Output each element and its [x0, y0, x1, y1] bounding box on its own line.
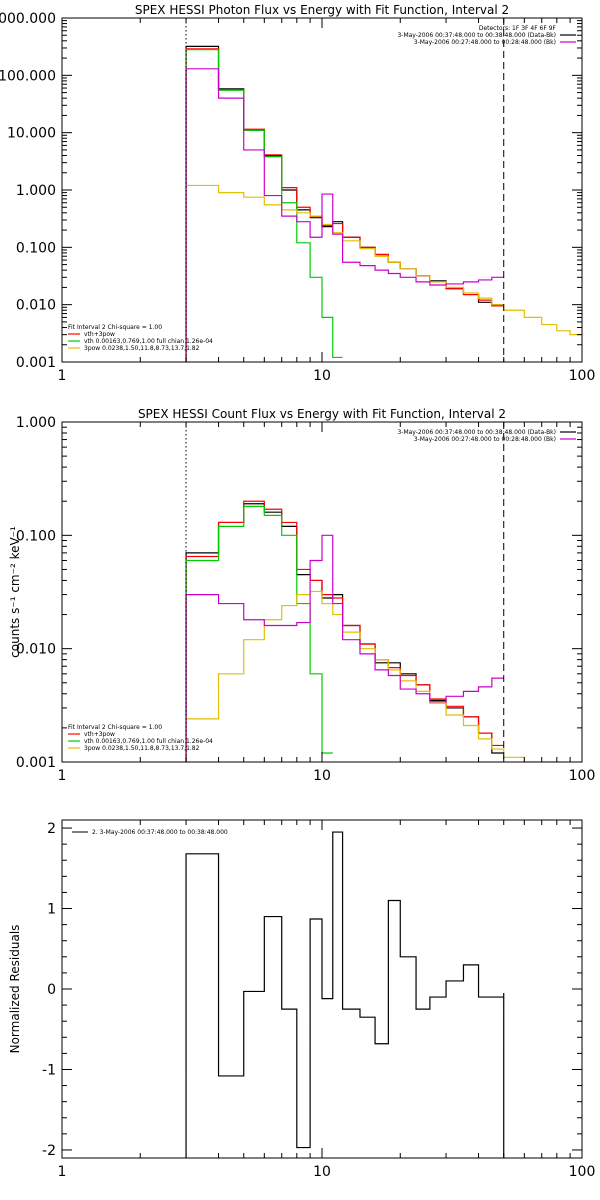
x-tick-label-1-1: 10 — [313, 768, 331, 784]
series-line-1-2 — [185, 505, 333, 762]
plot-area-1 — [185, 500, 557, 762]
series-line-0-0 — [185, 45, 504, 362]
y-tick-label-0-0: 0.001 — [16, 355, 56, 371]
series-line-0-4 — [185, 68, 504, 362]
y-tick-label-2-1: -1 — [42, 1062, 56, 1078]
legend-text-residual: 2. 3-May-2006 00:37:48.000 to 00:38:48.0… — [92, 829, 228, 836]
y-axis-label-2: Normalized Residuals — [8, 925, 22, 1054]
legend-text-top-0-2: 3-May-2006 00:27:48.000 to 00:28:48.000 … — [414, 39, 556, 46]
legend-text-top-0-1: 3-May-2006 00:37:48.000 to 00:38:48.000 … — [397, 32, 556, 39]
y-tick-label-1-0: 0.001 — [16, 755, 56, 771]
y-tick-label-0-5: 100.000 — [0, 68, 56, 84]
legend-text-bottom-0-3: 3pow 0.0238,1.50,11.8,8.73,13.7,1.82 — [84, 345, 200, 352]
x-tick-label-0-0: 1 — [58, 368, 67, 384]
chart-title-1: SPEX HESSI Count Flux vs Energy with Fit… — [138, 407, 506, 421]
legend-text-bottom-0-2: vth 0.00163,0.769,1.00 full chian 1.26e-… — [84, 338, 213, 345]
series-line-1-4 — [185, 534, 504, 762]
x-tick-label-1-0: 1 — [58, 768, 67, 784]
y-axis-label-1: counts s⁻¹ cm⁻² keV⁻¹ — [8, 526, 22, 658]
plot-area-2 — [185, 831, 505, 1158]
series-line-1-3 — [185, 590, 557, 762]
legend-text-bottom-1-3: 3pow 0.0238,1.50,11.8,8.73,13.7,1.82 — [84, 745, 200, 752]
y-tick-label-1-2: 0.100 — [16, 528, 56, 544]
legend-text-bottom-1-1: vth+3pow — [84, 731, 115, 738]
legend-text-top-1-1: 3-May-2006 00:27:48.000 to 00:28:48.000 … — [414, 436, 556, 443]
y-tick-label-1-3: 1.000 — [16, 415, 56, 431]
y-tick-label-0-2: 0.100 — [16, 240, 56, 256]
x-tick-label-2-0: 1 — [58, 1164, 67, 1180]
x-tick-label-0-2: 100 — [569, 368, 596, 384]
legend-text-bottom-1-2: vth 0.00163,0.769,1.00 full chian 1.26e-… — [84, 738, 213, 745]
series-line-1-0 — [185, 503, 504, 762]
series-line-0-2 — [185, 49, 343, 362]
y-tick-label-2-2: 0 — [47, 982, 56, 998]
legend-text-bottom-0-1: vth+3pow — [84, 331, 115, 338]
legend-text-top-0-0: Detectors: 1F 3F 4F 6F 9F — [479, 25, 557, 32]
plot-area-0 — [185, 45, 582, 362]
x-tick-label-2-2: 100 — [569, 1164, 596, 1180]
series-line-0-1 — [185, 48, 504, 362]
chart-title-0: SPEX HESSI Photon Flux vs Energy with Fi… — [135, 3, 509, 17]
y-tick-label-1-1: 0.010 — [16, 642, 56, 658]
x-tick-label-1-2: 100 — [569, 768, 596, 784]
series-line-0-3 — [185, 184, 582, 362]
legend-text-bottom-0-0: Fit Interval 2 Chi-square = 1.00 — [68, 324, 162, 331]
y-tick-label-0-4: 10.000 — [7, 126, 56, 142]
y-tick-label-2-4: 2 — [47, 821, 56, 837]
legend-text-bottom-1-0: Fit Interval 2 Chi-square = 1.00 — [68, 724, 162, 731]
residual-line — [185, 831, 505, 1158]
y-tick-label-0-3: 1.000 — [16, 183, 56, 199]
x-tick-label-2-1: 10 — [313, 1164, 331, 1180]
y-tick-label-2-3: 1 — [47, 902, 56, 918]
x-tick-label-0-1: 10 — [313, 368, 331, 384]
legend-text-top-1-0: 3-May-2006 00:37:48.000 to 00:38:48.000 … — [397, 429, 556, 436]
y-tick-label-0-1: 0.010 — [16, 298, 56, 314]
y-tick-label-2-0: -2 — [42, 1143, 56, 1159]
